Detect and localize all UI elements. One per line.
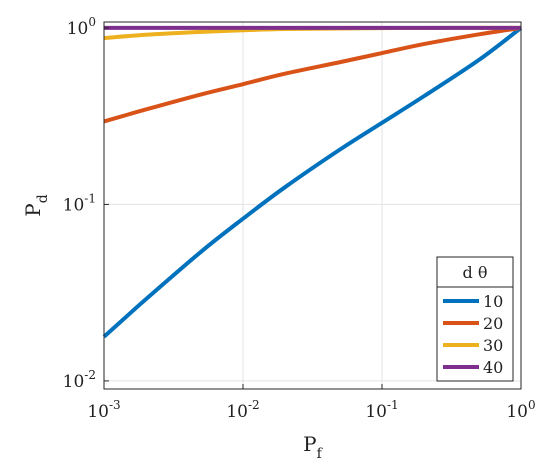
legend-label-40: 40 — [483, 358, 503, 377]
x-tick-exponent: -1 — [387, 398, 399, 412]
y-tick-exponent: -2 — [84, 368, 96, 382]
y-tick-base: 10 — [63, 372, 85, 392]
series-layer — [102, 25, 523, 339]
y-tick-label: 100 — [67, 15, 96, 39]
x-tick-exponent: -3 — [109, 398, 121, 412]
legend: d θ 10 20 30 40 — [436, 256, 514, 382]
legend-label-20: 20 — [483, 314, 503, 333]
x-tick-label: 10-2 — [226, 398, 259, 422]
x-tick-base: 10 — [226, 402, 248, 422]
legend-label-10: 10 — [483, 292, 503, 311]
y-tick-exponent: -1 — [84, 191, 96, 205]
y-tick-base: 10 — [63, 195, 85, 215]
y-tick-exponent: 0 — [88, 15, 96, 29]
x-tick-label: 100 — [506, 398, 535, 422]
legend-title: d θ — [463, 263, 488, 282]
legend-box — [436, 256, 514, 382]
x-tick-base: 10 — [87, 402, 109, 422]
y-axis-label-main: P — [21, 203, 45, 216]
ticks — [103, 27, 522, 389]
x-axis-label-sub: f — [317, 446, 324, 462]
series-line-20 — [103, 25, 522, 124]
x-tick-label: 10-1 — [365, 398, 398, 422]
legend-label-30: 30 — [483, 336, 503, 355]
plot-frame — [103, 21, 522, 390]
series-line-10 — [102, 26, 523, 339]
x-tick-label: 10-3 — [87, 398, 120, 422]
y-tick-base: 10 — [67, 19, 89, 39]
y-tick-label: 10-1 — [63, 191, 96, 215]
x-tick-base: 10 — [506, 402, 528, 422]
x-tick-base: 10 — [365, 402, 387, 422]
y-tick-label: 10-2 — [63, 368, 96, 392]
x-axis-label-main: P — [303, 432, 316, 456]
legend-entries: 10 20 30 40 — [443, 292, 503, 377]
x-axis-label: Pf — [303, 432, 323, 462]
y-axis-label: Pd — [21, 194, 51, 216]
x-tick-exponent: -2 — [248, 398, 260, 412]
x-tick-exponent: 0 — [528, 398, 536, 412]
y-axis-label-sub: d — [35, 194, 51, 203]
